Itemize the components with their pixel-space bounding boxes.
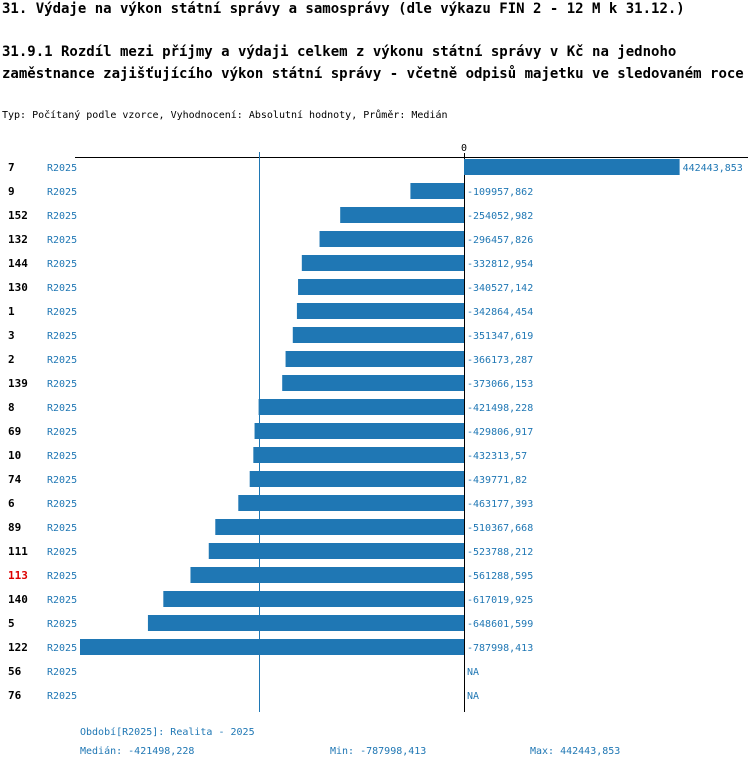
row-id-label: 9 (8, 185, 15, 198)
value-label: -648601,599 (467, 619, 533, 630)
bar (147, 615, 464, 631)
value-label: 442443,853 (683, 163, 743, 174)
value-label: -254052,982 (467, 211, 533, 222)
series-label: R2025 (47, 403, 77, 414)
row-id-label: 7 (8, 161, 15, 174)
row-id-label: 74 (8, 473, 22, 486)
value-label: -373066,153 (467, 379, 533, 390)
row-id-label: 2 (8, 353, 15, 366)
value-label: -332812,954 (467, 259, 533, 270)
bar (298, 279, 464, 295)
bar (282, 375, 464, 391)
row-id-label: 3 (8, 329, 15, 342)
row-id-label: 140 (8, 593, 28, 606)
series-label: R2025 (47, 499, 77, 510)
bar (285, 351, 464, 367)
row-id-label: 113 (8, 569, 28, 582)
bar (253, 447, 464, 463)
series-label: R2025 (47, 355, 77, 366)
series-label: R2025 (47, 331, 77, 342)
series-label: R2025 (47, 619, 77, 630)
bar (190, 567, 465, 583)
row-id-label: 5 (8, 617, 15, 630)
series-label: R2025 (47, 379, 77, 390)
row-id-label: 8 (8, 401, 15, 414)
series-label: R2025 (47, 547, 77, 558)
bar (215, 519, 464, 535)
chart-type-info: Typ: Počítaný podle vzorce, Vyhodnocení:… (2, 110, 448, 121)
series-label: R2025 (47, 691, 77, 702)
value-label: -617019,925 (467, 595, 533, 606)
series-label: R2025 (47, 475, 77, 486)
series-label: R2025 (47, 643, 77, 654)
bar (254, 423, 464, 439)
bar (319, 231, 464, 247)
series-label: R2025 (47, 163, 77, 174)
chart-title: 31. Výdaje na výkon státní správy a samo… (2, 1, 685, 17)
bar (238, 495, 464, 511)
value-label: -296457,826 (467, 235, 533, 246)
row-id-label: 89 (8, 521, 21, 534)
bar (340, 207, 464, 223)
value-label: -421498,228 (467, 403, 533, 414)
value-label: -109957,862 (467, 187, 533, 198)
value-label: -340527,142 (467, 283, 533, 294)
row-id-label: 122 (8, 641, 28, 654)
value-label: NA (467, 691, 479, 702)
series-label: R2025 (47, 307, 77, 318)
bar (249, 471, 464, 487)
value-label: -787998,413 (467, 643, 533, 654)
bar (410, 183, 464, 199)
value-label: -429806,917 (467, 427, 533, 438)
bar (163, 591, 464, 607)
series-label: R2025 (47, 427, 77, 438)
row-id-label: 56 (8, 665, 22, 678)
series-label: R2025 (47, 259, 77, 270)
series-label: R2025 (47, 595, 77, 606)
series-label: R2025 (47, 571, 77, 582)
series-label: R2025 (47, 283, 77, 294)
bar (80, 639, 464, 655)
value-label: -342864,454 (467, 307, 533, 318)
row-id-label: 111 (8, 545, 28, 558)
bar (464, 159, 680, 175)
row-id-label: 130 (8, 281, 28, 294)
bar (296, 303, 464, 319)
row-id-label: 139 (8, 377, 28, 390)
row-id-label: 69 (8, 425, 21, 438)
row-id-label: 152 (8, 209, 28, 222)
value-label: NA (467, 667, 479, 678)
series-label: R2025 (47, 667, 77, 678)
row-id-label: 132 (8, 233, 28, 246)
value-label: -523788,212 (467, 547, 533, 558)
footer-median: Medián: -421498,228 (80, 746, 195, 757)
series-label: R2025 (47, 187, 77, 198)
zero-tick-label: 0 (461, 143, 467, 154)
value-label: -439771,82 (467, 475, 527, 486)
row-id-label: 1 (8, 305, 15, 318)
row-id-label: 76 (8, 689, 22, 702)
footer-min: Min: -787998,413 (330, 746, 427, 757)
value-label: -366173,287 (467, 355, 533, 366)
value-label: -463177,393 (467, 499, 533, 510)
bar (292, 327, 464, 343)
row-id-label: 10 (8, 449, 21, 462)
chart-subtitle: 31.9.1 Rozdíl mezi příjmy a výdaji celke… (2, 44, 744, 82)
row-id-label: 6 (8, 497, 15, 510)
footer-max: Max: 442443,853 (530, 746, 621, 757)
series-label: R2025 (47, 523, 77, 534)
bar (301, 255, 464, 271)
series-label: R2025 (47, 211, 77, 222)
value-label: -510367,668 (467, 523, 533, 534)
value-label: -351347,619 (467, 331, 533, 342)
footer-period: Období[R2025]: Realita - 2025 (80, 727, 255, 738)
row-id-label: 144 (8, 257, 28, 270)
bar (208, 543, 464, 559)
series-label: R2025 (47, 235, 77, 246)
series-label: R2025 (47, 451, 77, 462)
bar (258, 399, 464, 415)
value-label: -432313,57 (467, 451, 527, 462)
value-label: -561288,595 (467, 571, 533, 582)
